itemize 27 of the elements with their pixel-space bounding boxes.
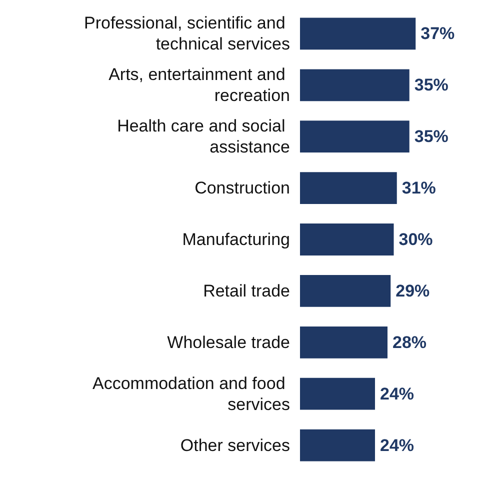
bar: [300, 429, 375, 462]
data-label: 24%: [380, 436, 414, 455]
data-label: 31%: [402, 178, 436, 198]
bar: [300, 120, 410, 153]
bar: [300, 378, 375, 410]
bar: [300, 69, 410, 102]
y-tick-label: Wholesale trade: [167, 332, 290, 352]
data-label: 28%: [392, 332, 427, 352]
bar: [300, 224, 394, 256]
data-label: 35%: [414, 127, 448, 146]
bar: [300, 18, 416, 50]
data-label: 37%: [420, 24, 455, 44]
y-tick-label: Arts, entertainment and recreation: [108, 65, 290, 106]
bar: [300, 326, 388, 358]
data-label: 29%: [396, 281, 430, 300]
data-label: 30%: [398, 230, 433, 249]
y-tick-label: Health care and social assistance: [117, 116, 290, 157]
data-label: 24%: [380, 384, 414, 404]
y-tick-label: Construction: [194, 178, 290, 198]
y-tick-label: Accommodation and food services: [92, 374, 290, 414]
y-tick-label: Manufacturing: [182, 230, 290, 249]
bar: [300, 274, 391, 307]
data-label: 35%: [414, 76, 448, 95]
y-tick-label: Professional, scientific and technical services: [84, 14, 290, 54]
bar: [300, 172, 397, 204]
y-tick-label: Other services: [180, 436, 290, 455]
y-tick-label: Retail trade: [203, 281, 290, 300]
